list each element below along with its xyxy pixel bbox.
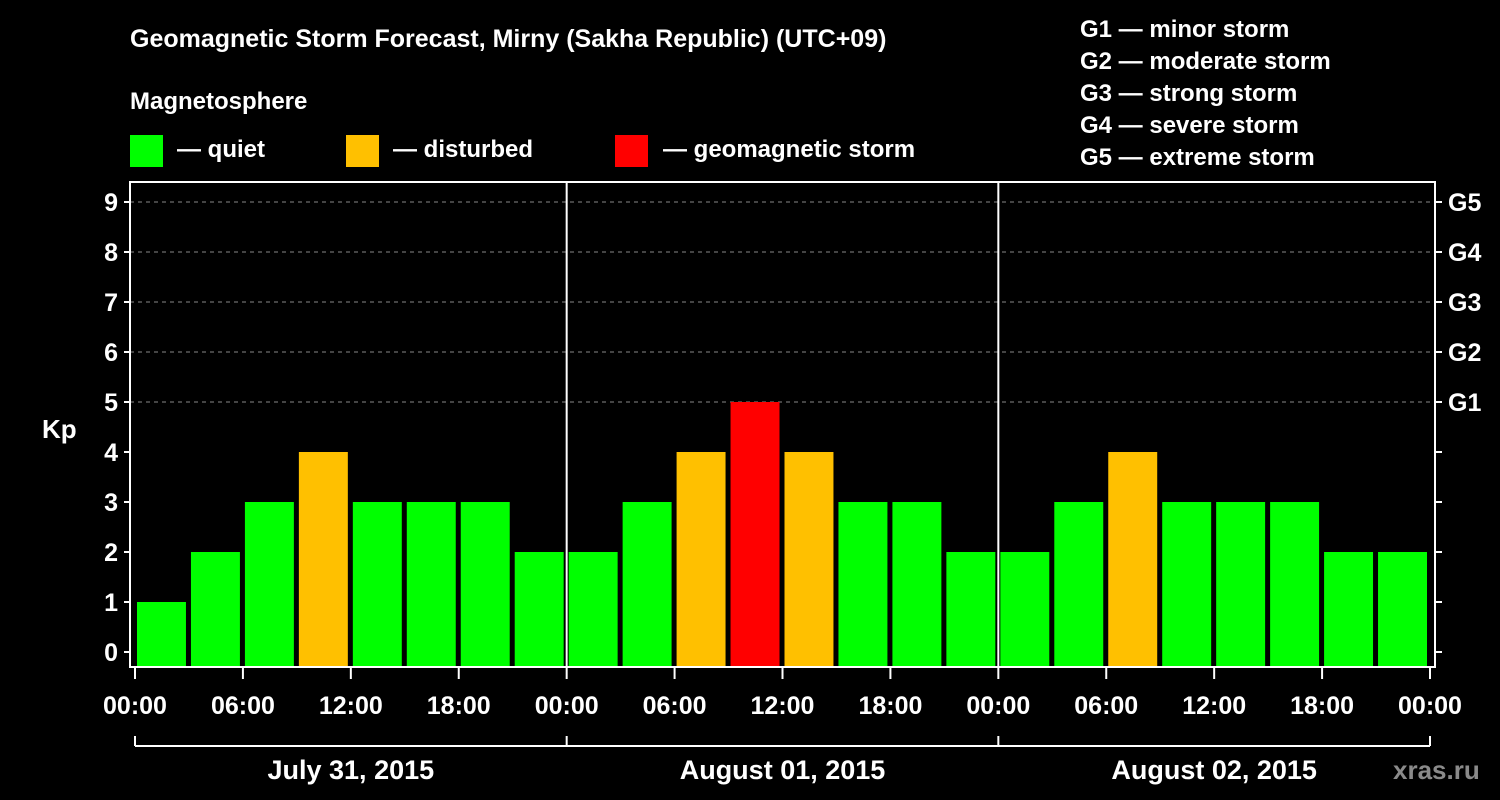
bars	[137, 402, 1427, 667]
kp-bar	[568, 552, 618, 667]
axes: 0 1 2 3 4 5 6 7 8 9 G1 G2 G3 G4 G5 00:00 06:00 12:00 18:00…	[103, 181, 1481, 785]
kp-bar	[298, 452, 348, 667]
kp-bar	[190, 552, 240, 667]
magnetosphere-legend: Magnetosphere — quiet — disturbed — geom…	[130, 88, 915, 167]
x-tick-label: 00:00	[535, 692, 599, 720]
legend-label-disturbed: — disturbed	[393, 136, 533, 163]
x-tick-label: 12:00	[1182, 692, 1246, 720]
kp-bar	[1324, 552, 1374, 667]
y-tick-label: 7	[104, 289, 118, 317]
x-tick-label: 06:00	[643, 692, 707, 720]
day-label: August 01, 2015	[680, 755, 886, 785]
g-scale-label: G1	[1448, 389, 1481, 417]
storm-scale-g3: G3 — strong storm	[1080, 80, 1297, 107]
kp-bar	[838, 502, 888, 667]
x-tick-label: 00:00	[103, 692, 167, 720]
kp-bar	[1054, 502, 1104, 667]
kp-bar	[784, 452, 834, 667]
legend-label-quiet: — quiet	[177, 136, 265, 163]
legend-title: Magnetosphere	[130, 88, 307, 115]
y-tick-label: 8	[104, 239, 118, 267]
kp-bar	[730, 402, 780, 667]
kp-bar	[406, 502, 456, 667]
kp-bar	[352, 502, 402, 667]
day-label: August 02, 2015	[1111, 755, 1317, 785]
x-tick-label: 06:00	[211, 692, 275, 720]
g-scale-label: G4	[1448, 239, 1481, 267]
kp-bar	[676, 452, 726, 667]
kp-bar	[514, 552, 564, 667]
kp-bar	[1216, 502, 1266, 667]
gridlines	[130, 201, 1435, 403]
legend-swatch-disturbed	[346, 135, 379, 167]
legend-swatch-storm	[615, 135, 648, 167]
storm-scale-g4: G4 — severe storm	[1080, 112, 1299, 139]
storm-scale-g5: G5 — extreme storm	[1080, 144, 1315, 171]
storm-scale-g1: G1 — minor storm	[1080, 16, 1289, 43]
y-tick-label: 3	[104, 489, 118, 517]
x-tick-label: 00:00	[1398, 692, 1462, 720]
y-tick-label: 6	[104, 339, 118, 367]
kp-bar	[1270, 502, 1320, 667]
kp-bar	[622, 502, 672, 667]
y-tick-label: 0	[104, 639, 118, 667]
x-tick-label: 00:00	[966, 692, 1030, 720]
storm-scale-g2: G2 — moderate storm	[1080, 48, 1331, 75]
x-tick-label: 12:00	[751, 692, 815, 720]
g-scale-label: G2	[1448, 339, 1481, 367]
kp-bar	[1162, 502, 1212, 667]
kp-bar	[1108, 452, 1158, 667]
y-tick-label: 4	[104, 439, 118, 467]
y-tick-label: 2	[104, 539, 118, 567]
x-tick-label: 06:00	[1074, 692, 1138, 720]
x-tick-label: 18:00	[427, 692, 491, 720]
g-scale-label: G3	[1448, 289, 1481, 317]
g-scale-label: G5	[1448, 189, 1481, 217]
kp-bar	[1000, 552, 1050, 667]
kp-bar	[1378, 552, 1427, 667]
kp-bar	[137, 602, 186, 667]
x-tick-label: 12:00	[319, 692, 383, 720]
chart-title: Geomagnetic Storm Forecast, Mirny (Sakha…	[130, 25, 886, 53]
x-tick-label: 18:00	[858, 692, 922, 720]
legend-label-storm: — geomagnetic storm	[663, 136, 915, 163]
y-axis-label: Kp	[42, 414, 77, 444]
x-tick-label: 18:00	[1290, 692, 1354, 720]
y-tick-label: 9	[104, 189, 118, 217]
kp-bar	[460, 502, 510, 667]
day-label: July 31, 2015	[268, 755, 435, 785]
storm-scale-legend: G1 — minor storm G2 — moderate storm G3 …	[1080, 16, 1331, 171]
y-tick-label: 1	[104, 589, 118, 617]
kp-bar	[946, 552, 996, 667]
watermark: xras.ru	[1393, 755, 1480, 785]
kp-bar	[892, 502, 942, 667]
legend-swatch-quiet	[130, 135, 163, 167]
kp-bar	[244, 502, 294, 667]
y-tick-label: 5	[104, 389, 118, 417]
